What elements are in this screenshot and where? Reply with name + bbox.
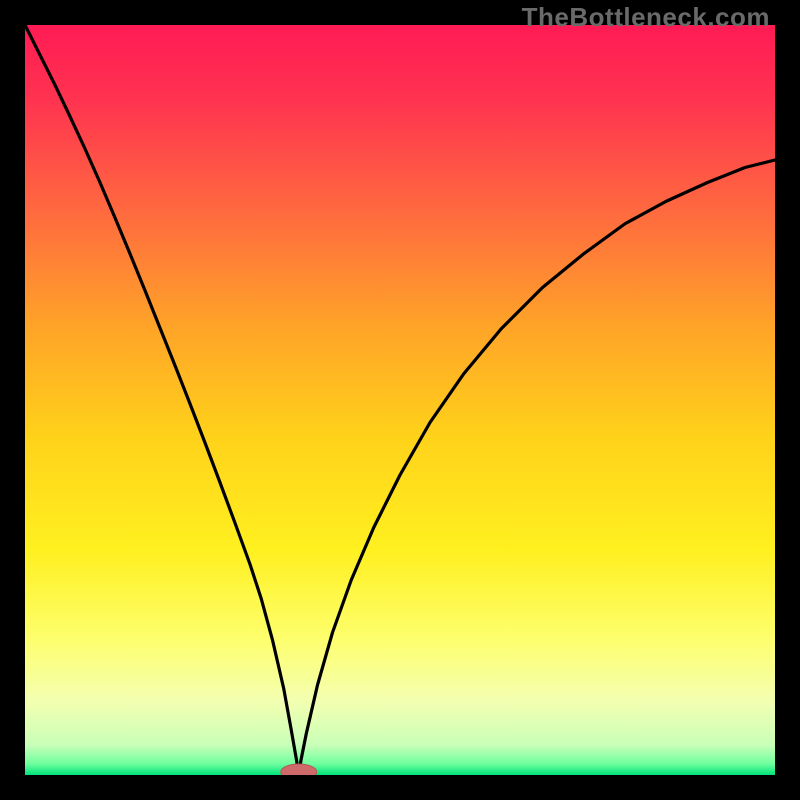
frame-bottom [0,775,800,800]
gradient-background [25,25,775,775]
bottleneck-chart [0,0,800,800]
frame-left [0,0,25,800]
watermark-text: TheBottleneck.com [522,2,770,33]
frame-right [775,0,800,800]
